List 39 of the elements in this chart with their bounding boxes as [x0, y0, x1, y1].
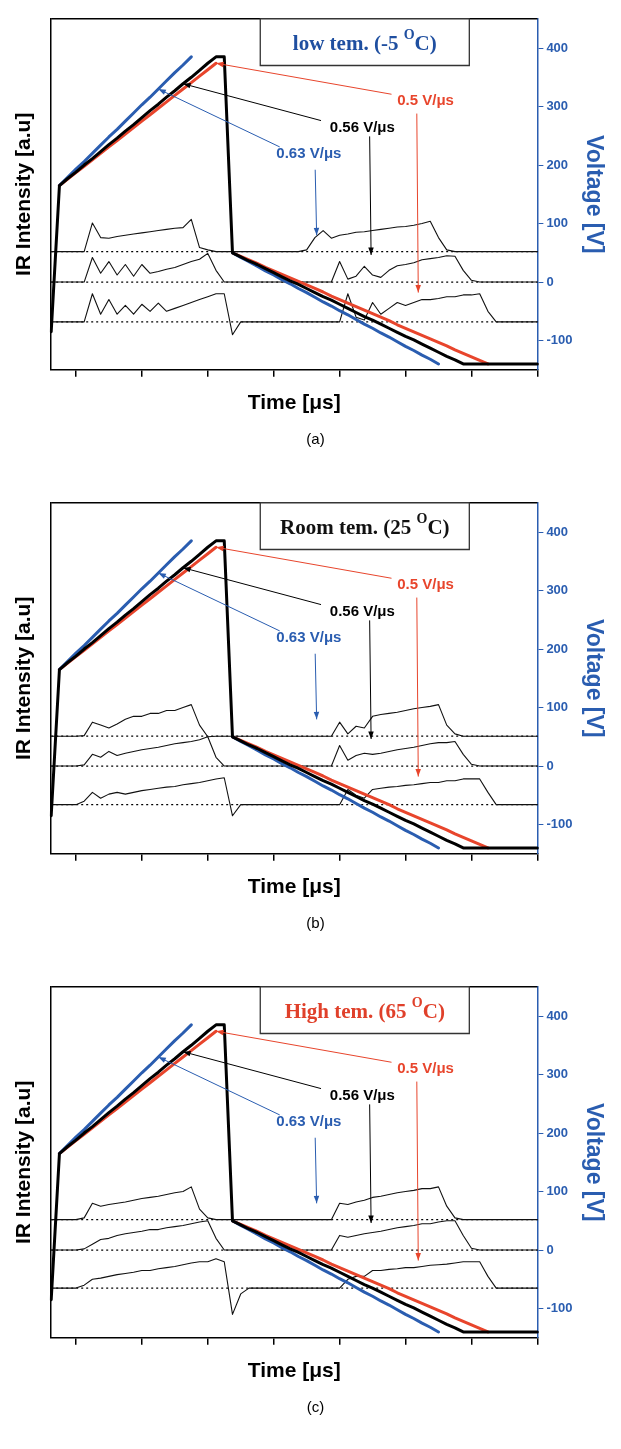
x-axis-title: Time [μs]: [247, 874, 341, 898]
text: 0.5 V/μs: [397, 91, 454, 109]
text: 0.5 V/μs: [397, 1059, 454, 1077]
y-tick-label: 100: [546, 1183, 569, 1199]
y2-axis-title: IR Intensity [a.u]: [11, 596, 35, 760]
x-axis-title: Time [μs]: [247, 1358, 341, 1382]
y-tick-label: 300: [546, 582, 569, 598]
text: (a): [305, 429, 326, 449]
text: 0.56 V/μs: [329, 601, 395, 619]
y2-axis-title: IR Intensity [a.u]: [11, 1080, 35, 1244]
text: 0.63 V/μs: [276, 144, 342, 162]
y-tick-label: -100: [546, 1300, 573, 1316]
y-tick-label: 100: [546, 215, 569, 231]
text: 0.63 V/μs: [276, 1112, 342, 1130]
text: 0.5 V/μs: [397, 575, 454, 593]
y-tick-label: -100: [546, 816, 573, 832]
y-tick-label: 0: [546, 1241, 554, 1257]
y-tick-label: 300: [546, 1066, 569, 1082]
y-tick-label: 200: [546, 1124, 569, 1140]
x-axis-title: Time [μs]: [247, 390, 341, 414]
y-tick-label: 200: [546, 156, 569, 172]
text: (c): [305, 1397, 326, 1417]
text: 0.63 V/μs: [276, 628, 342, 646]
y-tick-label: 300: [546, 98, 569, 114]
y-axis-title: Voltage [V]: [581, 135, 608, 254]
y-tick-label: 0: [546, 757, 554, 773]
y-tick-label: 400: [546, 39, 569, 55]
text: (b): [305, 913, 326, 933]
text: 0.56 V/μs: [329, 1085, 395, 1103]
y2-axis-title: IR Intensity [a.u]: [11, 112, 35, 276]
y-tick-label: 400: [546, 523, 569, 539]
y-tick-label: -100: [546, 332, 573, 348]
text: 0.56 V/μs: [329, 117, 395, 135]
y-tick-label: 0: [546, 273, 554, 289]
y-axis-title: Voltage [V]: [581, 1103, 608, 1222]
y-tick-label: 200: [546, 640, 569, 656]
y-tick-label: 100: [546, 699, 569, 715]
y-axis-title: Voltage [V]: [581, 619, 608, 738]
y-tick-label: 400: [546, 1007, 569, 1023]
